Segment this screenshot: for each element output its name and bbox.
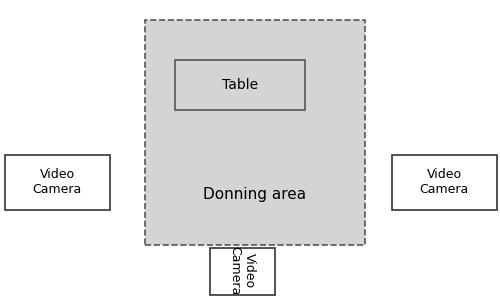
Text: Table: Table (222, 78, 258, 92)
Bar (5, 155, 110, 210)
Text: Video
Camera: Video Camera (228, 246, 256, 296)
Text: Video
Camera: Video Camera (32, 168, 82, 196)
Text: Donning area: Donning area (204, 188, 306, 203)
Bar (145, 20, 365, 245)
Text: Video
Camera: Video Camera (420, 168, 469, 196)
Bar (175, 60, 305, 110)
Bar (392, 155, 497, 210)
Bar (210, 248, 275, 295)
